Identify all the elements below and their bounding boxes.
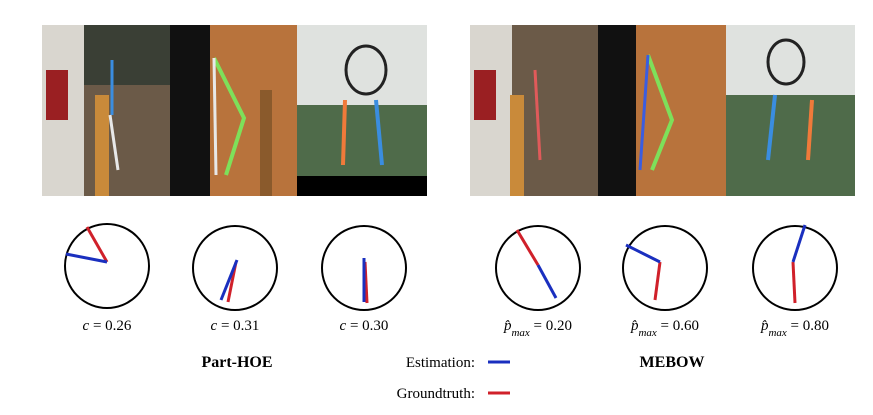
label-part: = 0.80 [787,318,829,334]
label-part: max [768,327,786,339]
confidence-label: c = 0.30 [340,318,389,334]
label-part: max [638,327,656,339]
group-title: Part-HOE [201,354,272,371]
legend-label: Groundtruth: [397,386,475,402]
label-part: = 0.26 [89,318,132,334]
label-part: = 0.60 [657,318,699,334]
label-part: p̂ [760,318,769,334]
photo-strip-right [470,25,855,196]
confidence-label: p̂max = 0.80 [760,318,829,339]
confidence-label: p̂max = 0.60 [630,318,699,339]
confidence-label: c = 0.31 [211,318,260,334]
label-part: c [83,318,90,334]
label-part: = 0.20 [530,318,572,334]
label-part: = 0.30 [346,318,388,334]
group-title: MEBOW [640,354,705,371]
label-part: c [211,318,218,334]
label-part: max [511,327,529,339]
label-part: c [340,318,347,334]
photo-strip-left [42,25,427,196]
confidence-label: p̂max = 0.20 [503,318,572,339]
confidence-label: c = 0.26 [83,318,132,334]
label-part: p̂ [630,318,639,334]
orientation-dials [64,223,838,311]
label-part: = 0.31 [217,318,259,334]
label-part: p̂ [503,318,512,334]
legend-label: Estimation: [406,355,475,371]
